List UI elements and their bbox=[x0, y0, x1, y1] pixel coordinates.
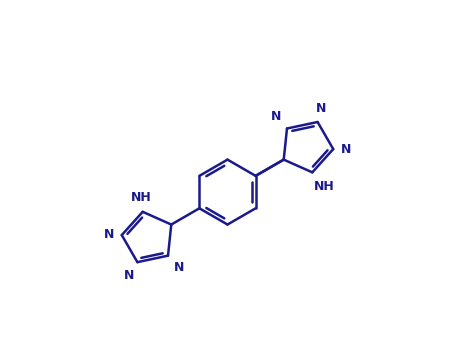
Text: N: N bbox=[104, 228, 114, 241]
Text: NH: NH bbox=[131, 191, 152, 204]
Text: N: N bbox=[174, 261, 184, 274]
Text: N: N bbox=[124, 269, 134, 282]
Text: N: N bbox=[271, 111, 281, 124]
Text: N: N bbox=[341, 144, 351, 156]
Text: N: N bbox=[315, 102, 326, 115]
Text: NH: NH bbox=[314, 180, 334, 193]
